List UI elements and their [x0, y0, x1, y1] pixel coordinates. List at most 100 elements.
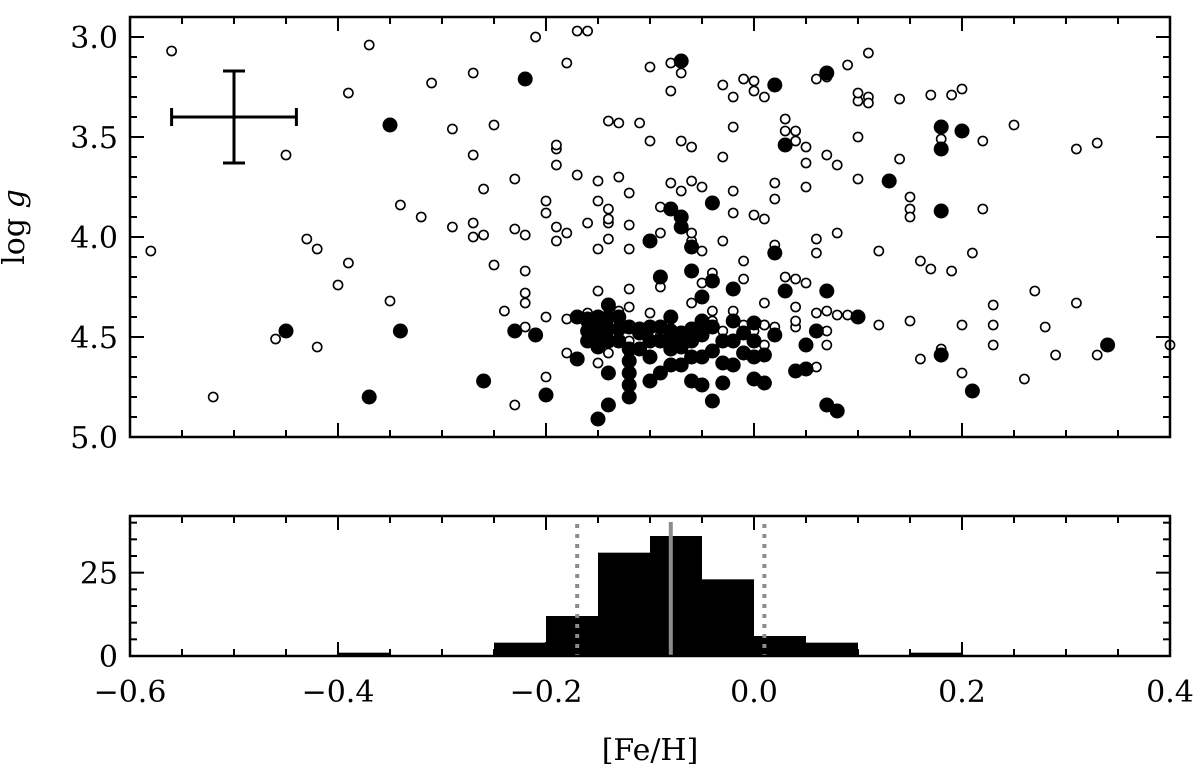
- filled-star-point: [746, 333, 762, 349]
- open-star-point: [644, 135, 656, 147]
- filled-star-point: [652, 269, 668, 285]
- open-star-point: [675, 67, 687, 79]
- filled-star-point: [777, 283, 793, 299]
- open-star-point: [790, 315, 801, 327]
- open-star-point: [852, 131, 864, 143]
- y-tick-label: 4.0: [70, 221, 118, 256]
- open-star-point: [675, 185, 687, 197]
- filled-star-point: [756, 375, 772, 391]
- open-star-point: [727, 185, 739, 197]
- open-star-point: [831, 227, 843, 239]
- histogram-bar: [650, 536, 702, 656]
- open-star-point: [915, 353, 926, 365]
- open-star-point: [790, 301, 801, 313]
- open-star-point: [696, 181, 708, 193]
- open-star-point: [925, 263, 937, 275]
- y-tick-label: 3.5: [70, 121, 118, 156]
- open-star-point: [311, 341, 323, 353]
- open-star-point: [759, 91, 770, 103]
- open-star-point: [821, 149, 833, 161]
- open-star-point: [561, 347, 573, 359]
- filled-star-point: [652, 365, 668, 381]
- open-star-point: [498, 305, 510, 317]
- open-star-point: [748, 75, 760, 87]
- open-star-point: [509, 173, 521, 185]
- filled-star-point: [642, 349, 658, 365]
- open-star-point: [540, 195, 552, 207]
- filled-star-point: [798, 337, 814, 353]
- filled-star-point: [663, 309, 679, 325]
- open-star-point: [894, 93, 905, 105]
- open-star-point: [1091, 137, 1103, 149]
- filled-star-point: [590, 411, 606, 427]
- open-star-point: [603, 213, 614, 225]
- filled-star-point: [600, 397, 616, 413]
- open-star-point: [863, 97, 874, 109]
- filled-star-point: [673, 209, 689, 225]
- open-star-point: [446, 123, 458, 135]
- open-star-point: [925, 89, 937, 101]
- filled-star-point: [704, 319, 720, 335]
- x-axis-label: [Fe/H]: [602, 733, 699, 768]
- filled-star-point: [850, 309, 866, 325]
- filled-star-point: [632, 341, 648, 357]
- open-star-point: [540, 371, 552, 383]
- open-star-point: [821, 339, 833, 351]
- filled-star-point: [704, 195, 720, 211]
- histogram-bar: [702, 579, 754, 656]
- open-star-point: [665, 85, 677, 97]
- open-star-point: [394, 199, 406, 211]
- open-star-point: [831, 309, 843, 321]
- open-star-point: [811, 73, 822, 85]
- filled-star-point: [725, 333, 741, 349]
- histogram-bar: [806, 642, 858, 656]
- open-star-point: [540, 207, 552, 219]
- open-star-point: [1071, 143, 1082, 155]
- open-star-point: [1029, 285, 1041, 297]
- open-star-point: [769, 193, 781, 205]
- open-star-point: [634, 117, 645, 129]
- open-star-point: [561, 227, 573, 239]
- filled-star-point: [704, 393, 720, 409]
- open-star-point: [644, 307, 656, 319]
- histogram-bars: [338, 536, 962, 656]
- open-star-point: [530, 31, 541, 43]
- scatter-frame: [128, 15, 1172, 439]
- open-star-point: [759, 297, 770, 309]
- open-star-point: [863, 47, 874, 59]
- open-star-point: [956, 319, 968, 331]
- scatter-points: [145, 25, 1176, 427]
- open-star-point: [811, 247, 822, 259]
- filled-star-point: [746, 315, 762, 331]
- open-star-point: [717, 151, 729, 163]
- open-star-point: [623, 187, 635, 199]
- filled-star-point: [881, 173, 897, 189]
- open-star-point: [478, 229, 489, 241]
- open-star-point: [571, 169, 583, 181]
- open-star-point: [790, 125, 801, 137]
- x-tick-label: −0.2: [510, 675, 583, 710]
- scatter-y-tick-labels: 3.0 3.5 4.0 4.5 5.0: [70, 21, 118, 456]
- open-star-point: [592, 357, 604, 369]
- open-star-point: [655, 227, 666, 239]
- open-star-point: [946, 265, 957, 277]
- open-star-point: [852, 173, 864, 185]
- y-tick-label: 0: [99, 640, 118, 675]
- open-star-point: [551, 221, 562, 233]
- open-star-point: [779, 271, 791, 283]
- filled-star-point: [829, 403, 845, 419]
- filled-star-point: [933, 141, 949, 157]
- open-star-point: [707, 305, 718, 317]
- filled-star-point: [673, 53, 689, 69]
- y-axis-g-text: g: [0, 189, 32, 208]
- filled-star-point: [684, 239, 700, 255]
- open-star-point: [571, 25, 583, 37]
- filled-star-point: [704, 273, 720, 289]
- open-star-point: [727, 91, 739, 103]
- filled-star-point: [663, 201, 679, 217]
- y-tick-label: 5.0: [70, 421, 118, 456]
- filled-star-point: [600, 365, 616, 381]
- open-star-point: [686, 175, 697, 187]
- open-star-point: [831, 159, 843, 171]
